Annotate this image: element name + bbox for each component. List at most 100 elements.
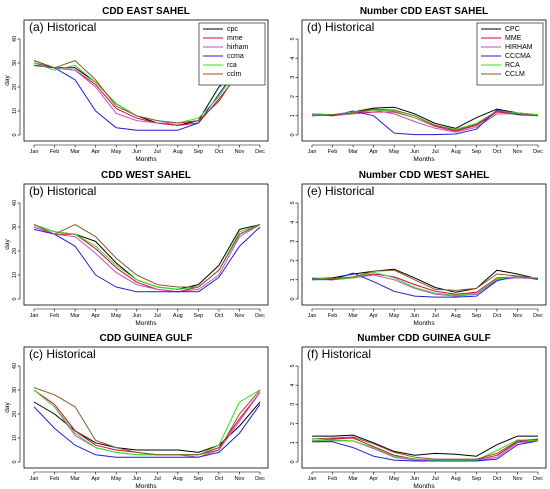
x-tick-label: Sep xyxy=(471,313,481,319)
panel-title: Number CDD EAST SAHEL xyxy=(360,6,488,17)
y-tick-label: 5 xyxy=(290,201,296,204)
legend: CPC MME HIRHAM CCCMA RCA CCLM xyxy=(476,22,544,86)
x-tick-label: Dec xyxy=(533,313,543,319)
legend-entry: MME xyxy=(505,35,522,42)
y-tick-label: 10 xyxy=(12,108,18,114)
panel-label: (f) Historical xyxy=(307,347,371,361)
x-tick-label: Dec xyxy=(255,149,265,155)
y-tick-label: 0 xyxy=(12,297,18,300)
y-tick-label: 2 xyxy=(290,422,296,425)
series-line-cclm xyxy=(33,224,261,288)
panel-5: CDD GUINEA GULF (c) Historical 0 10 20 30 40 da… xyxy=(4,333,269,489)
x-tick-label: Oct xyxy=(215,476,224,482)
x-tick-label: Dec xyxy=(255,313,265,319)
x-axis-label: Months xyxy=(413,483,435,489)
y-tick-label: 20 xyxy=(12,248,18,254)
plot-frame xyxy=(23,346,269,469)
x-tick-label: May xyxy=(111,476,122,482)
x-tick-label: Jul xyxy=(154,149,161,155)
panel-label: (b) Historical xyxy=(29,184,96,198)
x-tick-label: Jan xyxy=(308,149,317,155)
y-tick-label: 5 xyxy=(290,37,296,40)
legend-entry: rca xyxy=(227,62,237,69)
y-tick-label: 10 xyxy=(12,435,18,441)
y-tick-label: 4 xyxy=(290,384,296,387)
y-tick-label: 30 xyxy=(12,224,18,230)
plot-frame xyxy=(301,19,547,142)
series-line-rca xyxy=(311,271,539,296)
y-tick-label: 20 xyxy=(12,411,18,417)
x-tick-label: Feb xyxy=(328,149,337,155)
panel-1: CDD EAST SAHEL (a) Historical 0 10 20 30 40 day… xyxy=(4,6,269,163)
x-tick-label: Jul xyxy=(154,313,161,319)
x-tick-label: Aug xyxy=(451,149,461,155)
legend-box xyxy=(198,22,266,86)
x-tick-label: Aug xyxy=(173,149,183,155)
x-axis-label: Months xyxy=(135,156,157,163)
legend-entry: mme xyxy=(227,35,243,42)
x-tick-label: Mar xyxy=(70,476,80,482)
x-axis-label: Months xyxy=(413,320,435,327)
x-tick-label: Jul xyxy=(432,149,439,155)
legend-entry: cpc xyxy=(227,26,238,33)
x-tick-label: Feb xyxy=(50,313,59,319)
y-tick-label: 0 xyxy=(12,133,18,136)
x-tick-label: Jun xyxy=(132,313,141,319)
x-tick-label: May xyxy=(111,313,122,319)
x-tick-label: Jan xyxy=(308,476,317,482)
series-line-rca xyxy=(33,389,261,456)
x-tick-label: Jun xyxy=(132,476,141,482)
series-line-cclm xyxy=(311,269,539,291)
series-line-ccma xyxy=(33,226,261,293)
legend-entry: hirham xyxy=(227,44,249,51)
plot-frame xyxy=(23,19,269,142)
y-tick-label: 0 xyxy=(12,460,18,463)
y-tick-label: 2 xyxy=(290,259,296,262)
x-tick-label: Mar xyxy=(70,313,80,319)
y-tick-label: 3 xyxy=(290,240,296,243)
x-tick-label: Oct xyxy=(493,149,502,155)
series-line-cpc xyxy=(311,268,539,293)
x-tick-label: May xyxy=(111,149,122,155)
x-tick-label: Nov xyxy=(235,313,245,319)
x-tick-label: Nov xyxy=(513,313,523,319)
legend-entry: CCLM xyxy=(505,71,525,78)
x-tick-label: Sep xyxy=(471,476,481,482)
x-tick-label: Apr xyxy=(369,313,378,319)
series-line-cccma xyxy=(312,440,539,462)
y-tick-label: 40 xyxy=(12,200,18,206)
series-line-ccma xyxy=(33,404,261,458)
series-line-cclm xyxy=(33,60,261,124)
x-axis-label: Months xyxy=(413,156,435,163)
x-tick-label: Oct xyxy=(215,149,224,155)
x-tick-label: Nov xyxy=(513,149,523,155)
x-tick-label: Oct xyxy=(493,476,502,482)
x-tick-label: Oct xyxy=(493,313,502,319)
series-line-hirham xyxy=(311,109,539,133)
y-axis-label: day xyxy=(4,75,11,86)
y-tick-label: 5 xyxy=(290,364,296,367)
x-tick-label: Jan xyxy=(30,313,39,319)
x-axis-label: Months xyxy=(135,483,157,489)
series-line-cpc xyxy=(312,434,538,457)
x-tick-label: May xyxy=(389,149,400,155)
x-tick-label: Nov xyxy=(235,476,245,482)
x-tick-label: Jun xyxy=(132,149,141,155)
y-tick-label: 3 xyxy=(290,403,296,406)
y-tick-label: 0 xyxy=(290,133,296,136)
y-tick-label: 3 xyxy=(290,76,296,79)
y-tick-label: 1 xyxy=(290,278,296,281)
legend-entry: RCA xyxy=(505,62,520,69)
x-tick-label: Nov xyxy=(235,149,245,155)
x-tick-label: Dec xyxy=(533,476,543,482)
y-tick-label: 40 xyxy=(12,363,18,369)
x-tick-label: Jul xyxy=(432,313,439,319)
y-tick-label: 10 xyxy=(12,272,18,278)
plot-frame xyxy=(301,183,547,306)
x-tick-label: Mar xyxy=(70,149,80,155)
series-line-ccma xyxy=(33,60,261,131)
y-tick-label: 30 xyxy=(12,60,18,66)
x-tick-label: Sep xyxy=(471,149,481,155)
series-line-cpc xyxy=(33,401,261,453)
